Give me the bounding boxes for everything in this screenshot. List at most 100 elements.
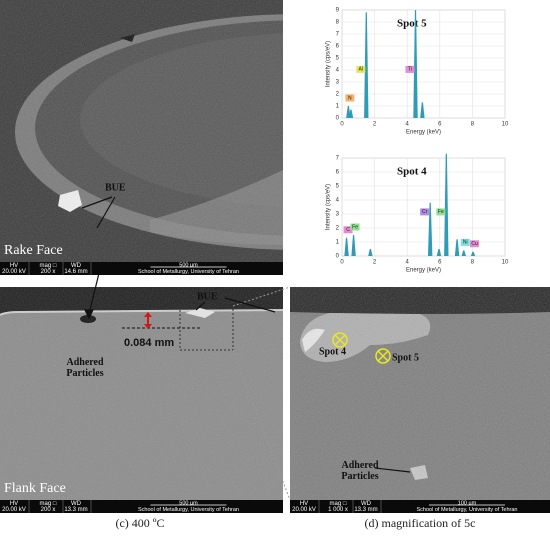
plot-area — [341, 157, 506, 257]
info-bar — [290, 500, 550, 513]
info-bar — [0, 500, 283, 513]
info-text: 200 x — [41, 507, 56, 513]
x-tick-label: 10 — [502, 122, 509, 128]
peak — [413, 10, 418, 118]
peak-label-box — [350, 223, 360, 231]
peak — [461, 250, 466, 256]
peak — [427, 202, 433, 256]
x-tick-label: 10 — [502, 260, 509, 266]
peak-label-box — [356, 65, 366, 73]
info-text: 14.6 mm — [64, 269, 87, 275]
info-text: WD — [71, 263, 82, 269]
y-tick-label: 0 — [336, 116, 340, 122]
x-tick-label: 2 — [373, 260, 377, 266]
y-tick-label: 3 — [336, 212, 340, 218]
y-tick-label: 8 — [336, 20, 340, 26]
info-text: 13.3 mm — [64, 507, 87, 513]
x-tick-label: 6 — [438, 122, 442, 128]
sem-rake — [0, 0, 283, 262]
peak-label: Al — [359, 67, 363, 73]
annotation: BUE — [197, 291, 218, 302]
particles-label: Adhered Particles — [341, 460, 379, 482]
peak — [351, 235, 356, 256]
x-tick-label: 8 — [471, 260, 475, 266]
peak — [444, 153, 449, 256]
y-tick-label: 5 — [336, 56, 340, 62]
info-text: School of Metallurgy, University of Tehr… — [138, 507, 239, 513]
peak-label-box — [436, 208, 446, 216]
particles-label-box: Adhered Particles — [66, 357, 104, 379]
caption: (d) magnification of 5c — [365, 516, 476, 530]
peak-label: Cu — [471, 241, 478, 247]
y-tick-label: 4 — [336, 68, 340, 74]
peak-label: Cr — [422, 209, 428, 215]
sem-magnified — [290, 287, 550, 500]
spot-label: Spot 5 — [392, 352, 419, 363]
caption: (c) 400 ºC — [115, 516, 164, 530]
y-tick-label: 1 — [336, 104, 340, 110]
y-tick-label: 3 — [336, 80, 340, 86]
y-tick-label: 6 — [336, 170, 340, 176]
info-text: 20.00 kV — [2, 269, 26, 275]
x-tick-label: 4 — [406, 122, 410, 128]
peak — [348, 109, 354, 118]
info-text: 100 µm — [458, 500, 477, 506]
x-tick-label: 6 — [438, 260, 442, 266]
info-bar — [0, 262, 283, 275]
y-tick-label: 1 — [336, 240, 340, 246]
peak — [344, 237, 349, 256]
annotation: BUE — [105, 182, 126, 193]
peak — [470, 251, 476, 256]
particles-label-box: Adhered Particles — [341, 460, 379, 482]
y-tick-label: 7 — [336, 32, 340, 38]
y-tick-label: 2 — [336, 226, 340, 232]
info-text: 1 000 x — [328, 507, 348, 513]
peak — [368, 249, 373, 256]
x-tick-label: 4 — [406, 260, 410, 266]
peak — [364, 12, 369, 118]
peak-label: Fe — [438, 209, 444, 215]
peak-label-box — [470, 240, 480, 248]
peak — [420, 102, 425, 118]
info-text: WD — [71, 501, 82, 507]
y-tick-label: 7 — [336, 156, 340, 162]
plot-area — [341, 9, 506, 119]
info-text: mag □ — [40, 263, 57, 269]
peak-label-box — [460, 238, 470, 246]
measurement: 0.084 mm — [124, 337, 174, 349]
peak-label-box — [420, 208, 430, 216]
info-text: 500 µm — [179, 500, 198, 506]
info-text: HV — [10, 263, 18, 269]
face-label: Rake Face — [4, 243, 63, 258]
x-axis-label: Energy (keV) — [406, 130, 441, 136]
info-text: HV — [300, 501, 308, 507]
info-text: 20.00 kV — [2, 507, 26, 513]
y-tick-label: 5 — [336, 184, 340, 190]
info-text: WD — [361, 501, 372, 507]
x-tick-label: 2 — [373, 122, 377, 128]
peak — [436, 249, 442, 256]
peak-label-box — [343, 226, 353, 234]
x-axis-label: Energy (keV) — [406, 268, 441, 274]
info-text: School of Metallurgy, University of Tehr… — [138, 269, 239, 275]
y-tick-label: 0 — [336, 254, 340, 260]
particles-label: Adhered Particles — [66, 357, 104, 379]
info-text: School of Metallurgy, University of Tehr… — [417, 507, 518, 513]
measure-arrowheads — [144, 312, 152, 329]
info-text: mag □ — [40, 501, 57, 507]
y-axis-label: Intensity (cps/eV) — [326, 184, 332, 230]
peak-label: Ti — [408, 67, 412, 73]
peak-label-box — [345, 94, 355, 102]
info-text: HV — [10, 501, 18, 507]
peak-label-box — [405, 65, 415, 73]
spectrum-title: Spot 5 — [397, 18, 427, 30]
peak-label: Ni — [463, 240, 468, 246]
x-tick-label: 8 — [471, 122, 475, 128]
info-text: 200 x — [41, 269, 56, 275]
peak — [454, 239, 460, 256]
info-text: 13.3 mm — [354, 507, 377, 513]
peak-label: Fe — [352, 224, 358, 230]
x-tick-label: 0 — [340, 260, 344, 266]
